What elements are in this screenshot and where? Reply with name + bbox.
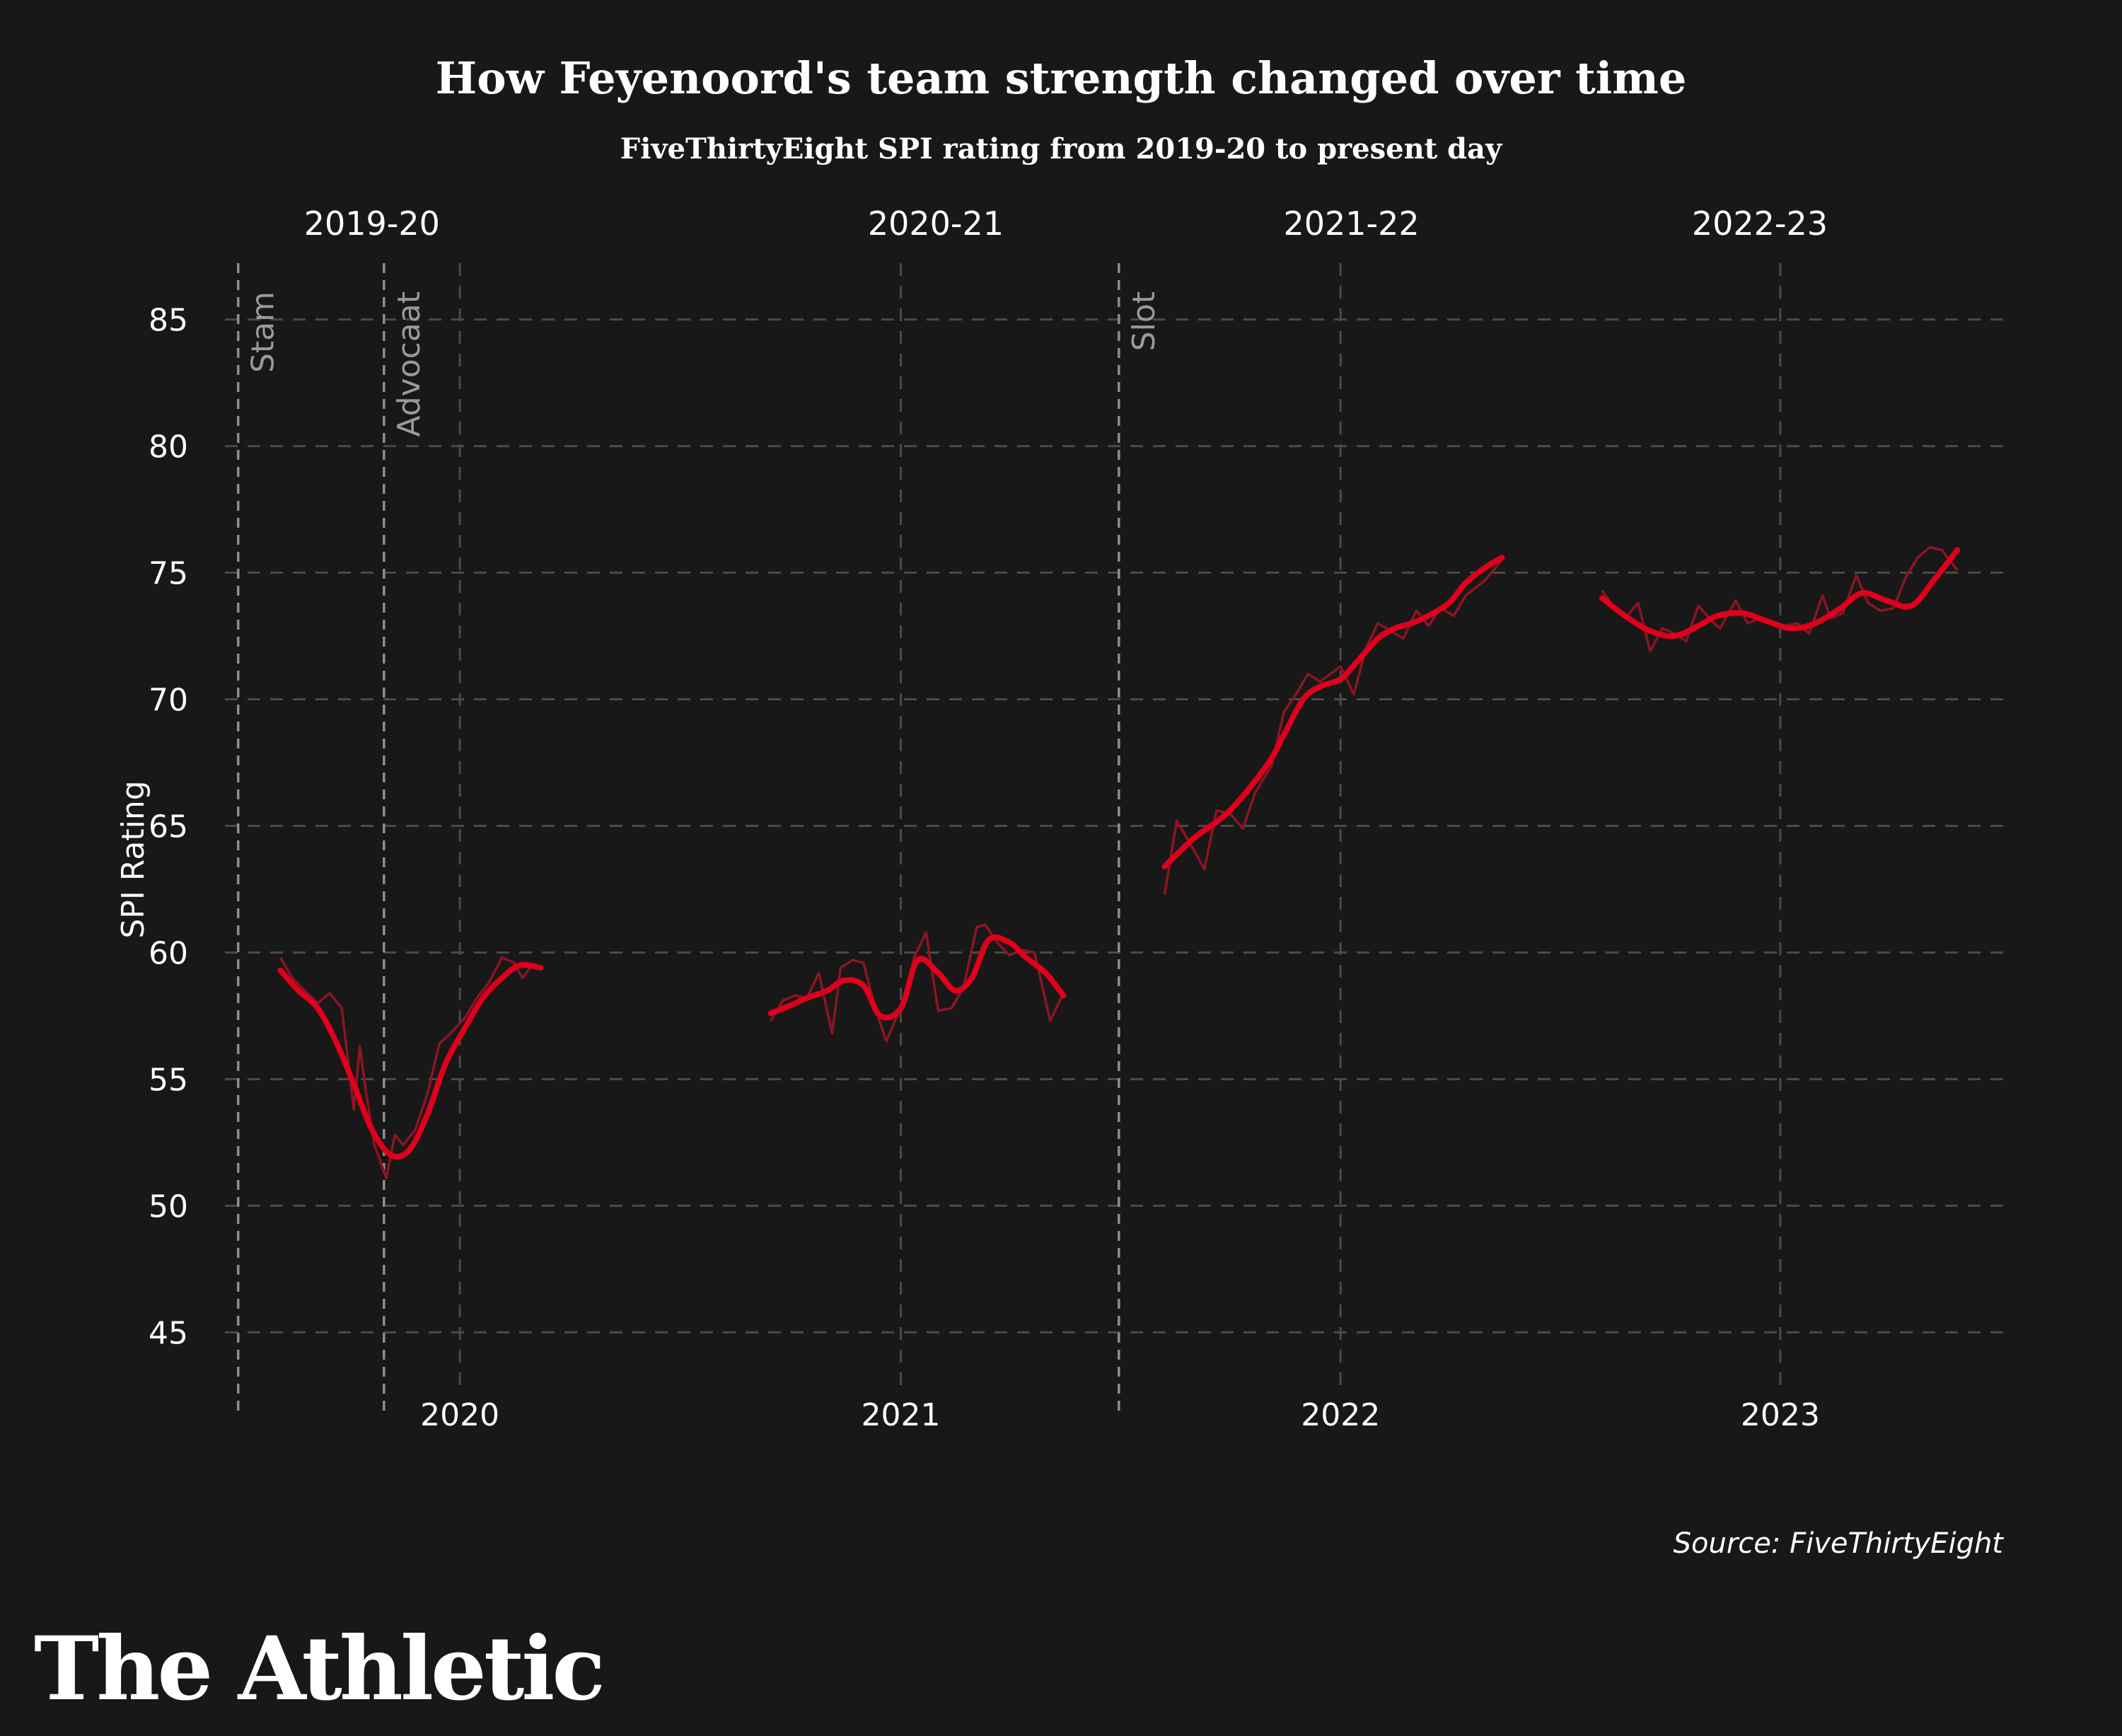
manager-markers: Stam Advocaat Slot [236,263,1162,1415]
x-tick-label: 2021 [862,1397,941,1433]
y-tick-label: 45 [149,1315,188,1351]
y-tick-label: 55 [149,1062,188,1098]
manager-label: Slot [1126,291,1162,351]
y-tick-label: 85 [149,303,188,339]
raw-rating-line [279,956,541,1179]
source-note: Source: FiveThirtyEight [1674,1527,2005,1560]
y-tick-label: 70 [149,683,188,719]
raw-rating-line [770,923,1065,1043]
chart-subtitle: FiveThirtyEight SPI rating from 2019-20 … [620,132,1503,166]
manager-label: Stam [245,291,282,373]
raw-rating-line [1163,559,1503,895]
brand-logo: The Athletic [34,1618,603,1720]
smoothed-rating-line [1161,555,1505,869]
season-labels: 2019-20 2020-21 2021-22 2022-23 [304,204,1828,243]
grid [225,263,2003,1389]
x-tick-label: 2020 [420,1397,499,1433]
season-label: 2022-23 [1692,204,1828,243]
smoothed-rating-line [277,961,544,1160]
chart-title: How Feyenoord's team strength changed ov… [436,52,1687,104]
y-tick-label: 65 [149,809,188,845]
y-tick-label: 50 [149,1188,188,1225]
season-label: 2019-20 [304,204,440,243]
x-tick-label: 2022 [1301,1397,1380,1433]
x-tick-label: 2023 [1741,1397,1820,1433]
smoothed-rating-line [767,934,1067,1021]
smoothed-rating-line [1599,547,1961,640]
season-label: 2020-21 [868,204,1004,243]
smoothed-rating-series [277,547,1961,1160]
y-tick-label: 75 [149,556,188,592]
y-axis-label: SPI Rating [115,780,151,938]
x-axis: 2020 2021 2022 2023 [420,1397,1820,1433]
y-axis: 45 50 55 60 65 70 75 80 85 [149,303,188,1352]
y-tick-label: 80 [149,429,188,465]
season-label: 2021-22 [1283,204,1419,243]
y-tick-label: 60 [149,935,188,971]
manager-label: Advocaat [391,291,427,437]
